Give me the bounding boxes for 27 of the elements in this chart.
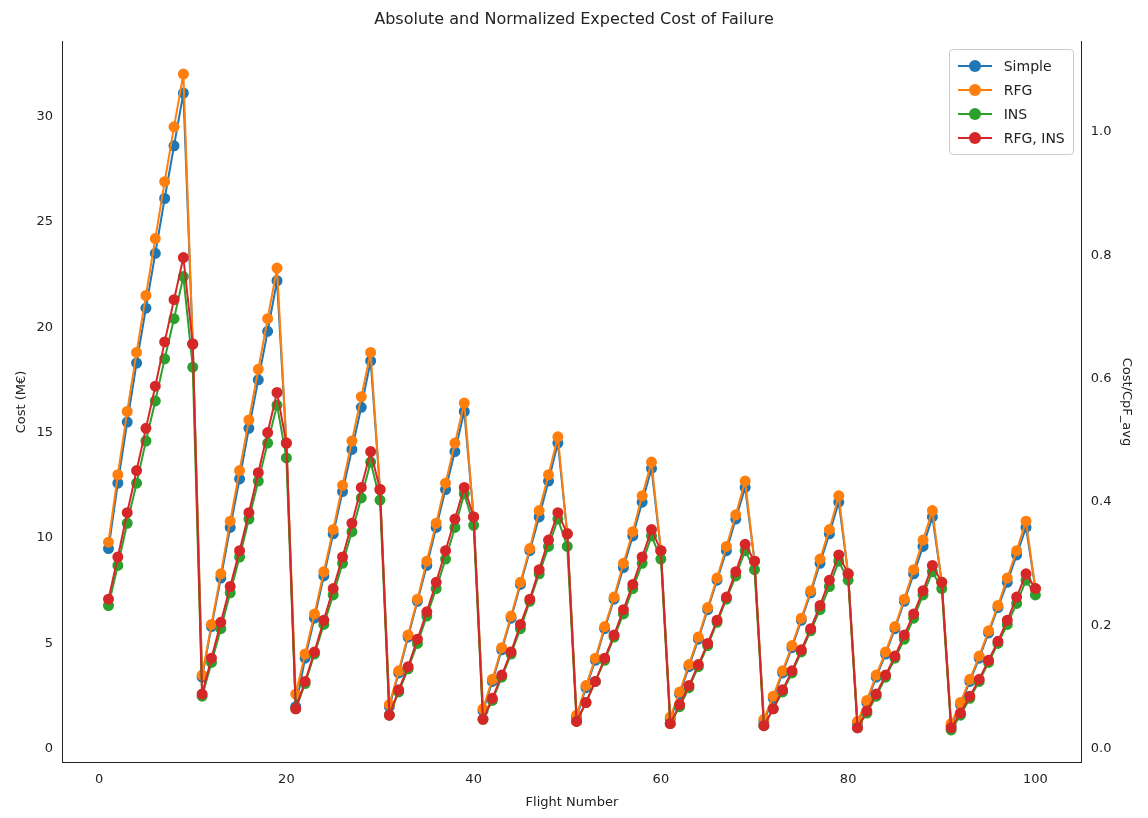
x-tick-label: 60 — [652, 770, 670, 786]
x-tick-label: 40 — [465, 770, 482, 786]
y-tick-label: 15 — [36, 423, 54, 439]
y-tick-label: 25 — [36, 213, 54, 229]
y-tick-label: 5 — [44, 634, 54, 650]
y-tick-label: 10 — [36, 529, 54, 545]
x-tick-label: 0 — [94, 770, 104, 786]
y2-tick-label: 0.2 — [1090, 616, 1112, 632]
y2-axis-title: Cost/CpF_avg — [1119, 357, 1135, 447]
y-axis-title: Cost (M€) — [13, 370, 29, 434]
x-tick-label: 80 — [839, 770, 857, 786]
x-axis-title: Flight Number — [525, 793, 619, 809]
y2-tick-label: 0.6 — [1090, 370, 1112, 386]
y2-tick-label: 1.0 — [1090, 123, 1112, 139]
legend-label: RFG — [1003, 82, 1033, 99]
y2-tick-label: 0.0 — [1090, 740, 1112, 756]
legend-label: INS — [1003, 106, 1028, 123]
legend-label: RFG, INS — [1003, 130, 1065, 147]
y-tick-label: 0 — [44, 740, 54, 756]
x-tick-label: 100 — [1022, 770, 1048, 786]
y2-tick-label: 0.4 — [1090, 493, 1112, 509]
legend-label: Simple — [1003, 58, 1052, 75]
chart-title: Absolute and Normalized Expected Cost of Failure — [374, 8, 774, 28]
y2-tick-label: 0.8 — [1090, 246, 1112, 262]
y-tick-label: 20 — [36, 318, 54, 334]
y-tick-label: 30 — [36, 107, 54, 123]
x-tick-label: 20 — [278, 770, 295, 786]
